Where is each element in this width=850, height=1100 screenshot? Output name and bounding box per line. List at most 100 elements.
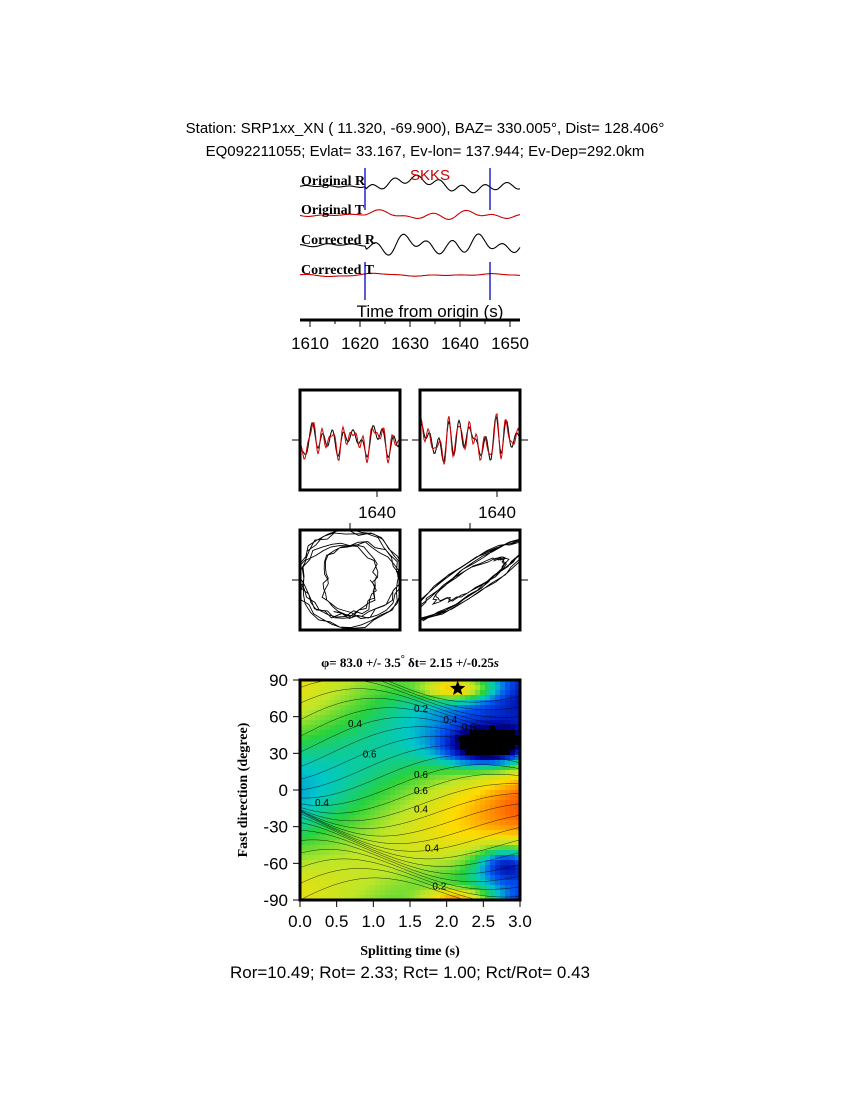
grid-cell (420, 835, 426, 841)
grid-cell (450, 850, 456, 856)
grid-cell (440, 845, 446, 851)
grid-cell (465, 785, 471, 791)
grid-cell (320, 705, 326, 711)
grid-cell (485, 865, 491, 871)
grid-cell (475, 680, 481, 686)
grid-cell (330, 685, 336, 691)
grid-cell (370, 830, 376, 836)
grid-cell (325, 705, 331, 711)
grid-cell (415, 860, 421, 866)
grid-cell (405, 690, 411, 696)
contour-label: 0.4 (348, 719, 362, 730)
grid-cell (365, 775, 371, 781)
grid-cell (400, 705, 406, 711)
grid-cell (315, 835, 321, 841)
grid-cell (410, 860, 416, 866)
grid-cell (410, 725, 416, 731)
grid-cell (455, 695, 461, 701)
grid-cell (450, 710, 456, 716)
grid-cell (430, 765, 436, 771)
grid-cell (385, 715, 391, 721)
grid-cell (445, 705, 451, 711)
grid-cell (445, 755, 451, 761)
grid-cell (490, 780, 496, 786)
grid-cell (500, 880, 506, 886)
grid-cell (320, 685, 326, 691)
grid-cell (500, 700, 506, 706)
grid-cell (480, 725, 486, 731)
grid-cell (485, 815, 491, 821)
grid-cell (475, 825, 481, 831)
grid-cell (420, 880, 426, 886)
grid-cell (505, 860, 511, 866)
grid-cell (320, 780, 326, 786)
grid-cell (310, 710, 316, 716)
grid-cell (400, 810, 406, 816)
trace-label: Original T (301, 203, 365, 218)
grid-cell (385, 690, 391, 696)
grid-cell (390, 850, 396, 856)
grid-cell (340, 775, 346, 781)
comparison-tick-label-left: 1640 (358, 503, 396, 522)
comparison-tick-label-right: 1640 (478, 503, 516, 522)
grid-cell (395, 735, 401, 741)
grid-cell (320, 765, 326, 771)
grid-cell (495, 840, 501, 846)
grid-cell (475, 755, 481, 761)
grid-cell (380, 685, 386, 691)
grid-cell (425, 765, 431, 771)
grid-cell (375, 825, 381, 831)
grid-cell (335, 685, 341, 691)
grid-cell (330, 815, 336, 821)
grid-cell (320, 680, 326, 686)
grid-cell (355, 735, 361, 741)
grid-cell (405, 855, 411, 861)
grid-cell (480, 685, 486, 691)
grid-cell (350, 735, 356, 741)
grid-cell (480, 805, 486, 811)
grid-cell (480, 770, 486, 776)
grid-cell (430, 820, 436, 826)
grid-cell (300, 865, 306, 871)
grid-cell (325, 795, 331, 801)
grid-cell (350, 895, 356, 900)
grid-cell (345, 820, 351, 826)
grid-cell (335, 815, 341, 821)
grid-cell (390, 700, 396, 706)
grid-cell (395, 870, 401, 876)
grid-cell (455, 890, 461, 896)
grid-cell (460, 695, 466, 701)
grid-cell (305, 710, 311, 716)
grid-cell (315, 740, 321, 746)
grid-cell (430, 845, 436, 851)
grid-cell (345, 855, 351, 861)
grid-cell (320, 790, 326, 796)
grid-cell (300, 765, 306, 771)
grid-cell (490, 790, 496, 796)
grid-cell (360, 690, 366, 696)
grid-cell (315, 840, 321, 846)
grid-cell (495, 765, 501, 771)
grid-cell (335, 750, 341, 756)
grid-cell (515, 760, 520, 766)
grid-cell (310, 715, 316, 721)
grid-cell (495, 795, 501, 801)
grid-cell (470, 795, 476, 801)
contour-line (300, 830, 520, 875)
grid-cell (370, 735, 376, 741)
grid-cell (430, 810, 436, 816)
grid-cell (435, 855, 441, 861)
grid-cell (440, 870, 446, 876)
grid-cell (355, 705, 361, 711)
grid-cell (425, 820, 431, 826)
grid-cell (305, 870, 311, 876)
grid-cell (505, 855, 511, 861)
grid-cell (365, 855, 371, 861)
grid-cell (345, 870, 351, 876)
grid-cell (385, 750, 391, 756)
grid-cell (405, 880, 411, 886)
grid-cell (370, 790, 376, 796)
grid-cell (325, 805, 331, 811)
grid-cell (415, 895, 421, 900)
grid-cell (390, 725, 396, 731)
